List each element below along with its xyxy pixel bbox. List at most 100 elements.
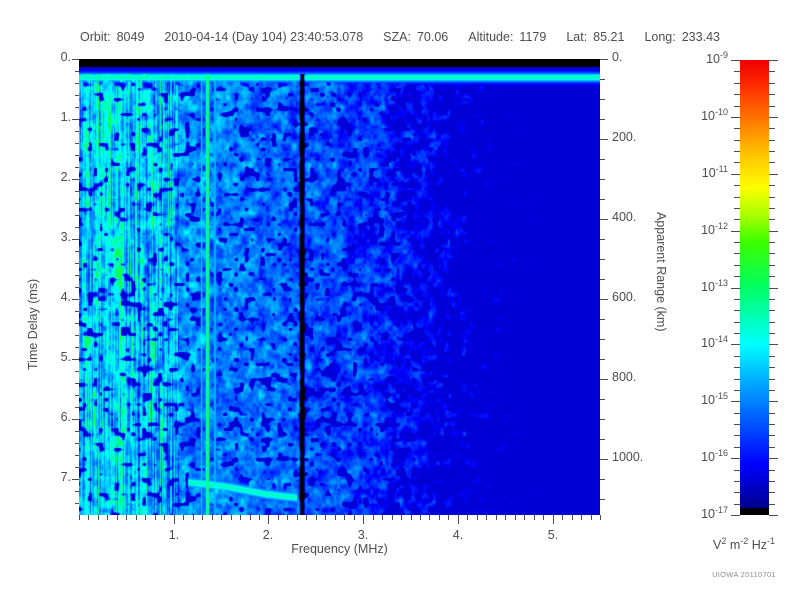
y-left-minor-tick — [75, 107, 79, 108]
y-right-minor-tick — [600, 279, 605, 280]
colorbar-minor-tick-right — [769, 447, 775, 448]
x-minor-tick — [297, 515, 298, 520]
y-right-minor-tick — [600, 219, 605, 220]
y-right-minor-tick — [600, 199, 605, 200]
colorbar-tick-mantissa: 10 — [701, 223, 715, 238]
long-label: Long: — [644, 30, 676, 44]
y-left-minor-tick — [75, 467, 79, 468]
colorbar-minor-tick-left — [734, 162, 740, 163]
x-minor-tick — [392, 515, 393, 520]
colorbar-tick-mantissa: 10 — [706, 52, 720, 67]
colorbar-minor-tick-right — [769, 413, 775, 414]
y-left-minor-tick — [75, 71, 79, 72]
colorbar-minor-tick-right — [769, 356, 775, 357]
y-left-minor-tick — [75, 503, 79, 504]
y-right-minor-tick — [600, 259, 605, 260]
colorbar-minor-tick-left — [734, 71, 740, 72]
colorbar-minor-tick-left — [734, 356, 740, 357]
y-left-minor-tick — [75, 479, 79, 480]
colorbar-tick-exponent: -14 — [714, 334, 728, 344]
y-left-minor-tick — [75, 155, 79, 156]
lat-value: 85.21 — [593, 30, 625, 44]
colorbar-minor-tick-right — [769, 367, 775, 368]
spectrogram-image — [79, 59, 600, 515]
colorbar-tick-label: 10-11 — [674, 164, 728, 180]
y-left-minor-tick — [75, 143, 79, 144]
y-right-tick-label: 400. — [612, 210, 637, 224]
x-minor-tick — [591, 515, 592, 520]
colorbar-minor-tick-right — [769, 128, 775, 129]
x-minor-tick — [458, 515, 459, 520]
y-right-tick-label: 0. — [612, 50, 623, 64]
y-right-minor-tick — [600, 319, 605, 320]
x-minor-tick — [287, 515, 288, 520]
colorbar-major-tick-left — [731, 288, 740, 289]
colorbar-tick-mantissa: 10 — [701, 166, 716, 181]
colorbar-minor-tick-right — [769, 481, 775, 482]
y-left-minor-tick — [75, 131, 79, 132]
y-left-minor-tick — [75, 203, 79, 204]
colorbar-minor-tick-left — [734, 504, 740, 505]
header-info-bar: Orbit: 8049 2010-04-14 (Day 104) 23:40:53.… — [0, 30, 800, 44]
y-left-minor-tick — [75, 455, 79, 456]
unit-hertz: Hz — [751, 538, 768, 553]
colorbar-minor-tick-right — [769, 310, 775, 311]
colorbar-tick-label: 10-10 — [674, 107, 728, 123]
colorbar-tick-mantissa: 10 — [701, 336, 715, 351]
colorbar-tick-label: 10-17 — [674, 505, 728, 521]
colorbar-minor-tick-right — [769, 299, 775, 300]
colorbar-minor-tick-left — [734, 333, 740, 334]
x-minor-tick — [515, 515, 516, 520]
colorbar-major-tick-left — [731, 117, 740, 118]
y-left-minor-tick — [75, 383, 79, 384]
y-left-minor-tick — [75, 179, 79, 180]
colorbar-minor-tick-right — [769, 253, 775, 254]
y-right-tick-label: 600. — [612, 290, 637, 304]
orbit-label: Orbit: — [80, 30, 111, 44]
x-minor-tick — [183, 515, 184, 520]
x-minor-tick — [250, 515, 251, 520]
y-left-minor-tick — [75, 275, 79, 276]
colorbar-minor-tick-left — [734, 492, 740, 493]
colorbar-minor-tick-left — [734, 106, 740, 107]
colorbar-tick-mantissa: 10 — [701, 507, 715, 522]
x-minor-tick — [373, 515, 374, 520]
y-right-minor-tick — [600, 499, 605, 500]
colorbar-minor-tick-right — [769, 265, 775, 266]
x-minor-tick — [496, 515, 497, 520]
y-right-tick-label: 200. — [612, 130, 637, 144]
y-right-minor-tick — [600, 359, 605, 360]
colorbar-minor-tick-left — [734, 265, 740, 266]
colorbar-minor-tick-right — [769, 242, 775, 243]
colorbar-minor-tick-left — [734, 219, 740, 220]
unit-volts-exponent: 2 — [721, 536, 727, 546]
colorbar-minor-tick-left — [734, 83, 740, 84]
y-right-minor-tick — [600, 119, 605, 120]
unit-hertz-exponent: -1 — [767, 536, 776, 546]
y-right-minor-tick — [600, 339, 605, 340]
colorbar-tick-exponent: -13 — [714, 278, 728, 288]
x-tick-label: 5. — [547, 528, 559, 542]
colorbar-major-tick-right — [769, 458, 778, 459]
x-minor-tick — [581, 515, 582, 520]
x-tick-label: 3. — [357, 528, 369, 542]
y-left-minor-tick — [75, 407, 79, 408]
y-right-minor-tick — [600, 459, 605, 460]
x-minor-tick — [164, 515, 165, 520]
x-minor-tick — [107, 515, 108, 520]
colorbar-tick-label: 10-13 — [674, 278, 728, 294]
colorbar-major-tick-left — [731, 401, 740, 402]
colorbar-tick-exponent: -9 — [719, 50, 728, 60]
x-minor-tick — [429, 515, 430, 520]
x-tick-label: 1. — [168, 528, 180, 542]
x-minor-tick — [335, 515, 336, 520]
x-tick-label: 4. — [452, 528, 464, 542]
colorbar-major-tick-left — [731, 231, 740, 232]
y-left-tick-label: 7. — [60, 470, 71, 484]
x-minor-tick — [231, 515, 232, 520]
y-left-minor-tick — [75, 335, 79, 336]
colorbar-tick-mantissa: 10 — [701, 109, 715, 124]
x-minor-tick — [117, 515, 118, 520]
y-left-minor-tick — [75, 95, 79, 96]
colorbar-minor-tick-right — [769, 379, 775, 380]
